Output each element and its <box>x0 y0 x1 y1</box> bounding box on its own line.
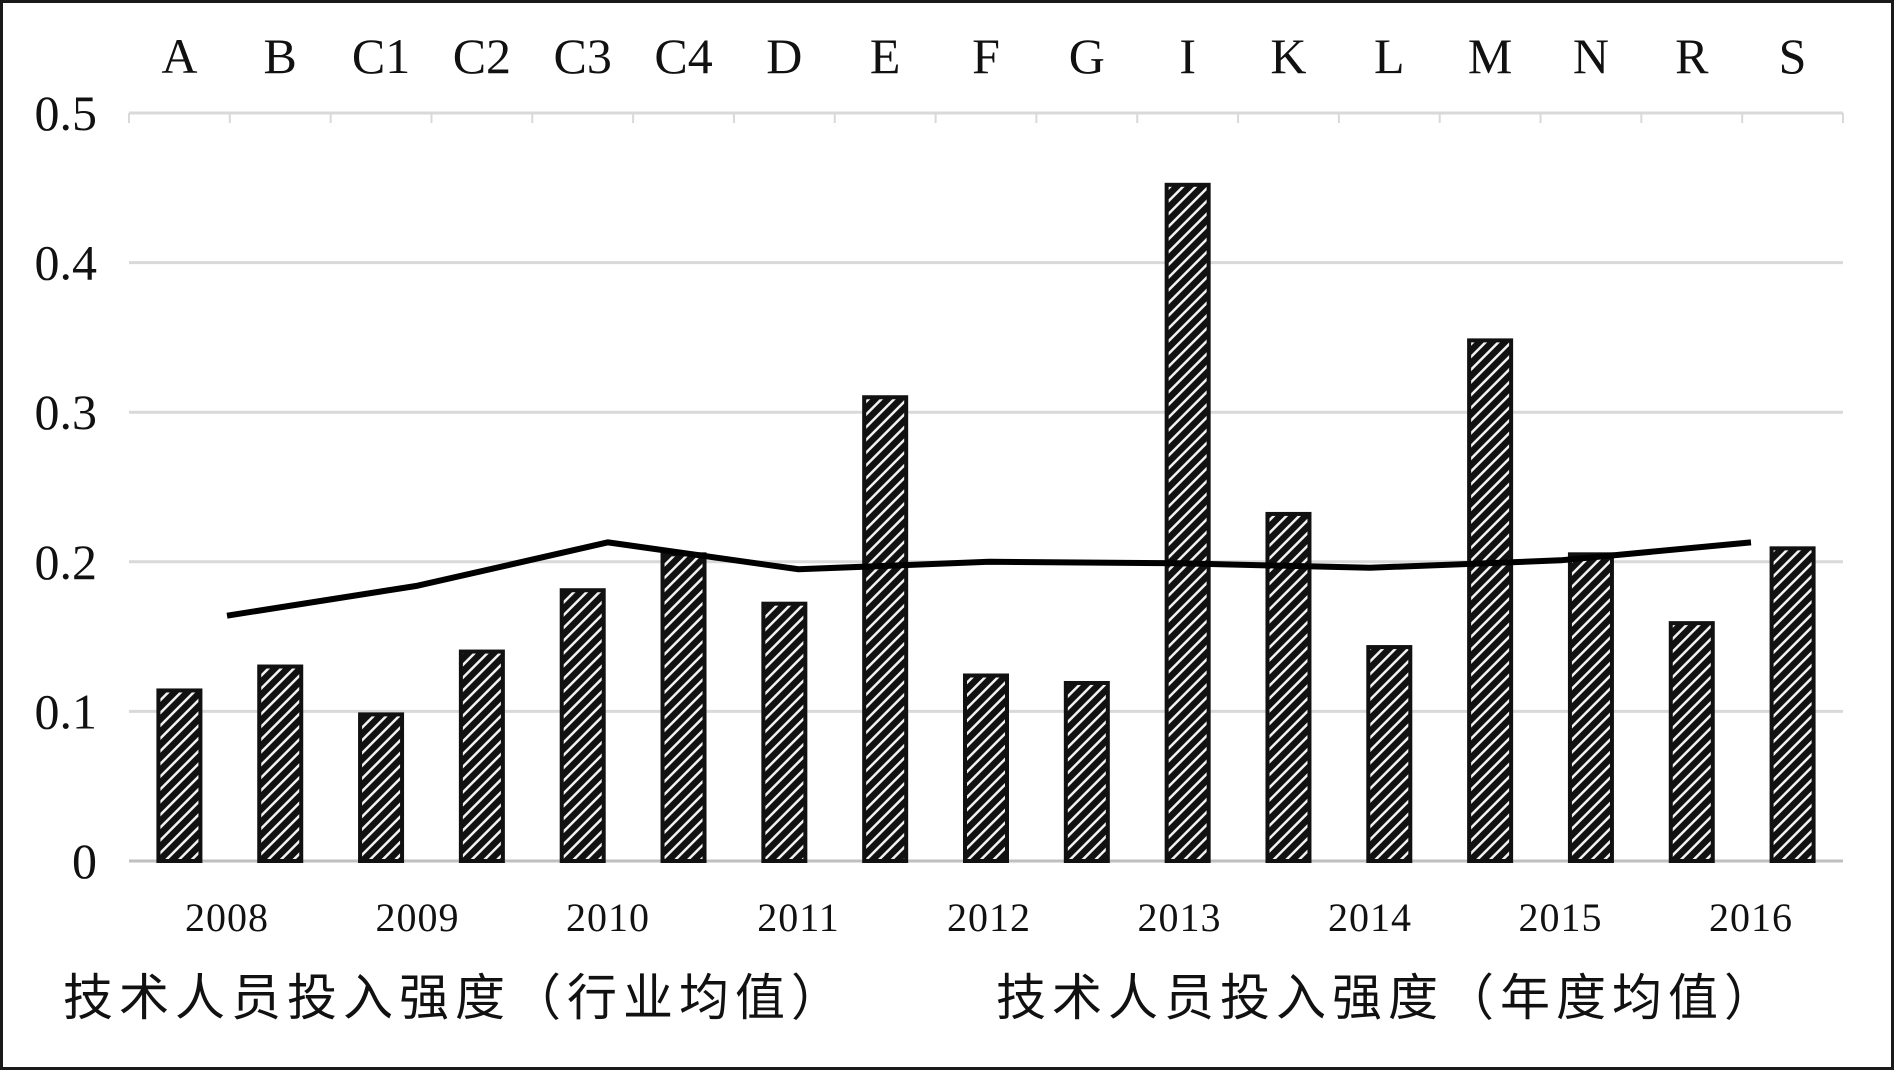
legend-line-series: 技术人员投入强度（年度均值） <box>996 969 1780 1027</box>
year-label: 2016 <box>1709 895 1793 940</box>
bar-I <box>1164 182 1211 864</box>
bar-C2 <box>458 649 505 863</box>
category-label: D <box>766 28 802 84</box>
bar-D <box>761 601 808 863</box>
bar-N <box>1567 552 1614 863</box>
category-label: C4 <box>654 28 712 84</box>
legend-bar-series: 技术人员投入强度（行业均值） <box>63 969 847 1027</box>
y-tick-label: 0.4 <box>35 235 98 291</box>
line-series <box>226 539 1752 619</box>
category-label: B <box>264 28 297 84</box>
category-label: G <box>1069 28 1105 84</box>
bar-R <box>1668 621 1715 863</box>
y-tick-label: 0.1 <box>35 683 98 739</box>
category-label: L <box>1374 28 1405 84</box>
year-label: 2009 <box>376 895 460 940</box>
year-label: 2010 <box>566 895 650 940</box>
year-label: 2013 <box>1138 895 1222 940</box>
year-label: 2011 <box>757 895 840 940</box>
category-label: S <box>1779 28 1807 84</box>
category-label: R <box>1675 28 1709 84</box>
category-label: C2 <box>453 28 511 84</box>
category-label: C3 <box>554 28 612 84</box>
category-label: C1 <box>352 28 410 84</box>
bar-K <box>1265 511 1312 863</box>
y-tick-label: 0.2 <box>35 534 98 590</box>
bar-B <box>257 664 304 864</box>
bar-A <box>156 688 203 863</box>
year-label: 2015 <box>1519 895 1603 940</box>
y-tick-label: 0.5 <box>35 85 98 141</box>
category-label: M <box>1468 28 1512 84</box>
bar-E <box>862 395 909 863</box>
legend: 技术人员投入强度（行业均值） 技术人员投入强度（年度均值） <box>63 969 1780 1027</box>
bar-C1 <box>358 712 405 864</box>
bar-F <box>963 673 1009 863</box>
bar-L <box>1366 645 1413 864</box>
year-label: 2014 <box>1328 895 1412 940</box>
bar-M <box>1467 338 1514 863</box>
bar-C4 <box>660 552 707 863</box>
category-labels: A B C1 C2 C3 C4 D E F G I K L M N R S <box>161 28 1806 84</box>
category-label: I <box>1179 28 1196 84</box>
year-label: 2012 <box>947 895 1031 940</box>
year-labels: 2008 2009 2010 2011 2012 2013 2014 2015 2016 <box>185 895 1793 940</box>
category-label: N <box>1573 28 1609 84</box>
bar-S <box>1769 546 1816 863</box>
category-label: F <box>972 28 1000 84</box>
category-label: K <box>1270 28 1306 84</box>
bar-G <box>1063 680 1110 864</box>
category-label: A <box>161 28 197 84</box>
bar-C3 <box>559 588 606 863</box>
annual-average-line <box>226 539 1752 619</box>
bar-series <box>156 182 1816 864</box>
y-tick-label: 0 <box>72 833 97 889</box>
category-label: E <box>870 28 901 84</box>
year-label: 2008 <box>185 895 269 940</box>
combo-bar-line-chart: 0 0.1 0.2 0.3 0.4 0.5 A B C1 C2 C3 C4 D E F G I K L M N R S 2… <box>35 28 1844 1027</box>
y-tick-label: 0.3 <box>35 384 98 440</box>
y-axis-ticks: 0 0.1 0.2 0.3 0.4 0.5 <box>35 85 98 889</box>
